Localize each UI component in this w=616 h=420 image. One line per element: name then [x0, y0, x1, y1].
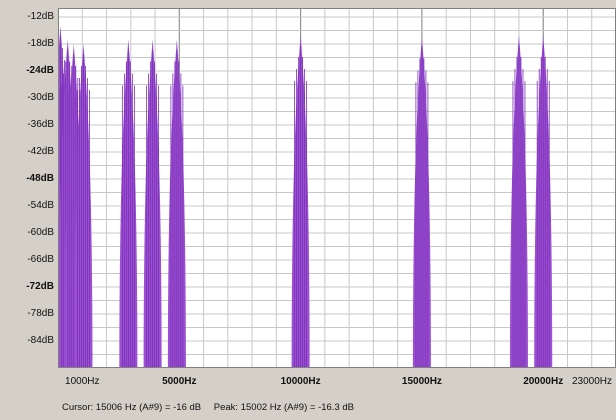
x-tick-label: 5000Hz — [162, 376, 197, 387]
y-tick-label: -12dB — [27, 11, 54, 22]
cursor-readout: Cursor: 15006 Hz (A#9) = -16 dB — [62, 402, 202, 413]
x-axis-labels: 1000Hz 5000Hz 10000Hz 15000Hz 20000Hz 23000Hz — [0, 370, 616, 390]
y-tick-label: -60dB — [27, 227, 54, 238]
x-tick-label: 10000Hz — [280, 376, 321, 387]
spectrum-plot[interactable] — [58, 8, 616, 368]
peak-readout: Peak: 15002 Hz (A#9) = -16.3 dB — [213, 402, 354, 413]
y-tick-label: -36dB — [27, 119, 54, 130]
y-tick-label: -24dB — [26, 65, 54, 76]
x-tick-label: 23000Hz — [571, 376, 613, 387]
y-tick-label: -54dB — [27, 200, 54, 211]
y-tick-label: -48dB — [26, 173, 54, 184]
status-bar: Cursor: 15006 Hz (A#9) = -16 dB Peak: 15… — [62, 402, 364, 413]
y-tick-label: -78dB — [27, 308, 54, 319]
spectrum-chart-svg — [58, 8, 616, 368]
y-tick-label: -42dB — [27, 146, 54, 157]
y-tick-label: -66dB — [27, 254, 54, 265]
x-tick-label: 1000Hz — [65, 376, 100, 387]
y-tick-label: -72dB — [26, 281, 54, 292]
y-tick-label: -84dB — [27, 335, 54, 346]
x-tick-label: 15000Hz — [401, 376, 442, 387]
x-tick-label: 20000Hz — [523, 376, 564, 387]
y-tick-label: -18dB — [27, 38, 54, 49]
y-axis-labels: -12dB -18dB -24dB -30dB -36dB -42dB -48dB -54dB… — [0, 0, 58, 370]
y-tick-label: -30dB — [27, 92, 54, 103]
